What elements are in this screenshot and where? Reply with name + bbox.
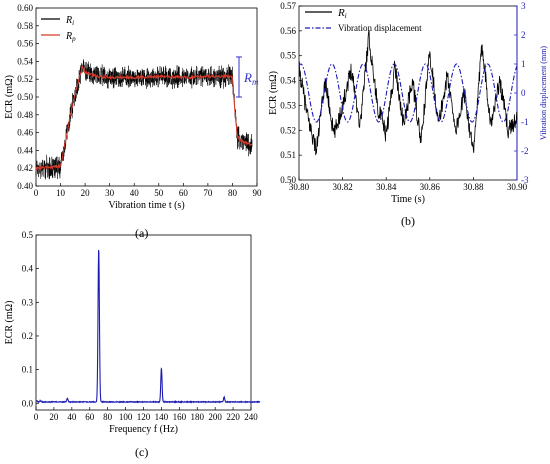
legend-b: Ri Vibration displacement xyxy=(305,7,422,33)
x-tick-label-c: 160 xyxy=(173,412,187,422)
x-axis-title-c: Frequency f (Hz) xyxy=(109,424,178,435)
y-tick-label-a: 0.48 xyxy=(17,110,33,120)
y-tick-label-c: 0.5 xyxy=(22,230,34,240)
y-tick-label-c: 0.0 xyxy=(22,398,34,408)
panel-label-b: (b) xyxy=(401,214,415,228)
x-tick-label-b: 30.80 xyxy=(289,182,310,192)
x-tick-label-a: 80 xyxy=(228,188,238,198)
x-tick-label-a: 40 xyxy=(130,188,140,198)
series-line-ri xyxy=(35,59,253,180)
series-line-rp xyxy=(35,64,253,171)
y-tick-label-b: 0.55 xyxy=(280,51,296,61)
y2-tick-label-b: -1 xyxy=(521,117,529,127)
y-tick-label-a: 0.54 xyxy=(17,56,33,66)
series-line-ri-b xyxy=(298,30,518,156)
x-tick-label-a: 30 xyxy=(105,188,115,198)
y-tick-label-a: 0.60 xyxy=(17,3,33,13)
y2-tick-label-b: 2 xyxy=(521,30,526,40)
x-tick-label-b: 30.88 xyxy=(463,182,484,192)
y-tick-label-b: 0.56 xyxy=(280,26,296,36)
y-tick-label-a: 0.40 xyxy=(17,181,33,191)
x-tick-label-c: 240 xyxy=(244,412,258,422)
y-tick-label-a: 0.44 xyxy=(17,145,33,155)
x-tick-label-a: 50 xyxy=(154,188,164,198)
y-axis-title-c: ECR (mΩ) xyxy=(4,301,15,345)
x-tick-label-b: 30.90 xyxy=(507,182,528,192)
x-tick-label-c: 0 xyxy=(34,412,39,422)
legend-label-vibration: Vibration displacement xyxy=(338,23,422,33)
x-tick-label-c: 60 xyxy=(85,412,95,422)
y-tick-label-b: 0.50 xyxy=(280,175,296,185)
x-tick-label-c: 80 xyxy=(103,412,113,422)
y-axis-title-a: ECR (mΩ) xyxy=(4,75,15,119)
y-tick-label-a: 0.46 xyxy=(17,128,33,138)
y-tick-label-a: 0.52 xyxy=(17,74,33,84)
x-tick-label-b: 30.84 xyxy=(376,182,397,192)
y2-tick-label-b: 0 xyxy=(521,88,526,98)
x-tick-label-c: 120 xyxy=(137,412,151,422)
panel-label-a: (a) xyxy=(135,226,149,240)
x-tick-label-c: 200 xyxy=(208,412,222,422)
y-tick-label-b: 0.51 xyxy=(280,150,296,160)
x-tick-label-c: 180 xyxy=(191,412,205,422)
x-tick-label-a: 70 xyxy=(203,188,213,198)
y-tick-label-c: 0.4 xyxy=(22,264,34,274)
x-tick-label-b: 30.82 xyxy=(332,182,352,192)
y2-tick-label-b: -2 xyxy=(521,146,529,156)
y-tick-label-b: 0.52 xyxy=(280,125,296,135)
y2-tick-label-b: 3 xyxy=(521,1,526,11)
x-tick-label-a: 60 xyxy=(179,188,189,198)
legend-a: Ri Rp xyxy=(41,15,76,43)
x-tick-label-a: 20 xyxy=(81,188,91,198)
y-tick-label-c: 0.2 xyxy=(22,331,33,341)
x-tick-label-c: 140 xyxy=(155,412,169,422)
series-line-spectrum xyxy=(36,250,261,404)
y2-axis-title-b: Vibration displacement (mm) xyxy=(539,46,548,140)
legend-label-rp: Rp xyxy=(65,31,76,43)
y-tick-label-b: 0.53 xyxy=(280,100,296,110)
legend-label-ri: Ri xyxy=(65,15,74,27)
y-tick-label-b: 0.54 xyxy=(280,76,296,86)
x-tick-label-a: 90 xyxy=(253,188,263,198)
y-tick-label-b: 0.57 xyxy=(280,1,296,11)
x-axis-title-b: Time (s) xyxy=(391,194,425,205)
y-tick-label-a: 0.58 xyxy=(17,21,33,31)
y-tick-label-a: 0.42 xyxy=(17,163,33,173)
y-tick-label-a: 0.56 xyxy=(17,39,33,49)
chart-panel-a: 0 10 20 30 40 50 60 70 80 90 0.40 0.42 0.44 0.46 0.48 0… xyxy=(4,3,262,211)
legend-label-ri-b: Ri xyxy=(337,7,347,20)
panel-label-c: (c) xyxy=(135,445,149,459)
y2-tick-label-b: -3 xyxy=(521,175,529,185)
chart-panel-b: 30.80 30.82 30.84 30.86 30.88 30.90 0.50 0.51 0.… xyxy=(268,1,548,205)
y-tick-label-c: 0.3 xyxy=(22,297,34,307)
x-tick-label-b: 30.86 xyxy=(420,182,441,192)
chart-panel-c: 0 20 40 60 80 100 120 140 160 180 200 220 240 0.0 0.1 0… xyxy=(4,230,261,435)
y-tick-label-a: 0.50 xyxy=(17,92,33,102)
x-tick-label-c: 220 xyxy=(226,412,240,422)
x-axis-title-a: Vibration time t (s) xyxy=(108,200,184,211)
x-tick-label-c: 100 xyxy=(119,412,133,422)
rm-annotation: Rm xyxy=(243,70,259,87)
x-tick-label-c: 20 xyxy=(49,412,59,422)
y-tick-label-c: 0.1 xyxy=(22,365,33,375)
x-tick-label-c: 40 xyxy=(67,412,77,422)
plot-frame-c xyxy=(35,234,252,411)
y2-tick-label-b: 1 xyxy=(521,59,526,69)
y-axis-title-b: ECR (mΩ) xyxy=(268,71,279,115)
x-tick-label-a: 0 xyxy=(34,188,39,198)
series-line-vibration xyxy=(298,63,518,123)
x-tick-label-a: 10 xyxy=(56,188,66,198)
